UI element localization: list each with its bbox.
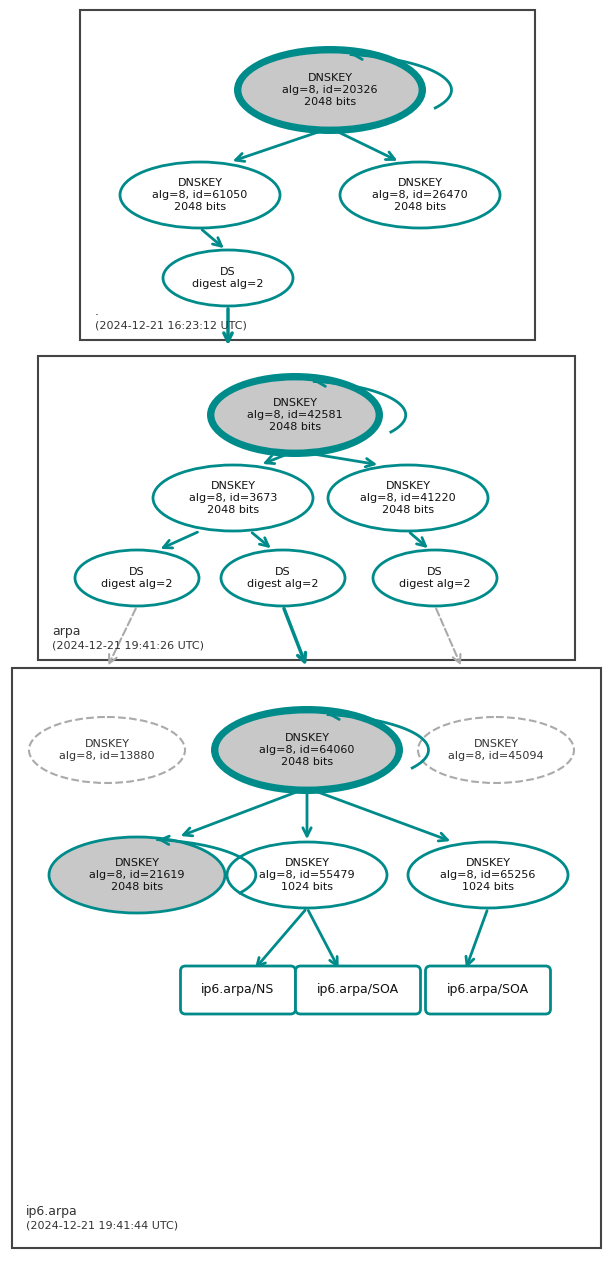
Text: .: . (95, 305, 99, 318)
FancyBboxPatch shape (425, 966, 550, 1013)
Bar (12, 668, 601, 1249)
Text: DNSKEY
alg=8, id=45094: DNSKEY alg=8, id=45094 (448, 739, 544, 760)
Ellipse shape (217, 712, 397, 789)
Ellipse shape (153, 465, 313, 530)
Ellipse shape (240, 52, 420, 128)
Ellipse shape (227, 842, 387, 907)
Ellipse shape (49, 837, 225, 912)
Text: DNSKEY
alg=8, id=65256
1024 bits: DNSKEY alg=8, id=65256 1024 bits (440, 859, 536, 892)
Text: DNSKEY
alg=8, id=41220
2048 bits: DNSKEY alg=8, id=41220 2048 bits (360, 482, 456, 515)
Text: (2024-12-21 19:41:26 UTC): (2024-12-21 19:41:26 UTC) (52, 640, 204, 651)
Text: DNSKEY
alg=8, id=42581
2048 bits: DNSKEY alg=8, id=42581 2048 bits (247, 399, 343, 432)
Text: (2024-12-21 19:41:44 UTC): (2024-12-21 19:41:44 UTC) (26, 1220, 178, 1229)
FancyBboxPatch shape (295, 966, 421, 1013)
Text: DS
digest alg=2: DS digest alg=2 (101, 567, 173, 589)
Bar (80, 10, 535, 340)
Text: DNSKEY
alg=8, id=3673
2048 bits: DNSKEY alg=8, id=3673 2048 bits (189, 482, 277, 515)
Ellipse shape (75, 550, 199, 606)
Ellipse shape (340, 162, 500, 227)
Text: DNSKEY
alg=8, id=55479
1024 bits: DNSKEY alg=8, id=55479 1024 bits (259, 859, 355, 892)
Ellipse shape (120, 162, 280, 227)
Bar (38, 357, 575, 659)
Text: DNSKEY
alg=8, id=64060
2048 bits: DNSKEY alg=8, id=64060 2048 bits (259, 734, 355, 767)
Text: DNSKEY
alg=8, id=61050
2048 bits: DNSKEY alg=8, id=61050 2048 bits (153, 179, 248, 212)
Text: DS
digest alg=2: DS digest alg=2 (247, 567, 319, 589)
Text: ip6.arpa/SOA: ip6.arpa/SOA (317, 984, 399, 997)
Text: ip6.arpa/NS: ip6.arpa/NS (201, 984, 275, 997)
Text: ip6.arpa: ip6.arpa (26, 1205, 78, 1218)
Ellipse shape (163, 250, 293, 305)
Ellipse shape (29, 717, 185, 783)
Ellipse shape (221, 550, 345, 606)
Text: DNSKEY
alg=8, id=20326
2048 bits: DNSKEY alg=8, id=20326 2048 bits (282, 73, 378, 106)
Text: (2024-12-21 16:23:12 UTC): (2024-12-21 16:23:12 UTC) (95, 320, 247, 330)
Ellipse shape (328, 465, 488, 530)
Ellipse shape (207, 373, 383, 458)
Ellipse shape (408, 842, 568, 907)
Ellipse shape (213, 380, 377, 451)
Ellipse shape (211, 705, 403, 794)
FancyBboxPatch shape (180, 966, 295, 1013)
Text: DS
digest alg=2: DS digest alg=2 (192, 267, 264, 289)
Text: ip6.arpa/SOA: ip6.arpa/SOA (447, 984, 529, 997)
Ellipse shape (234, 46, 426, 134)
Ellipse shape (373, 550, 497, 606)
Text: DNSKEY
alg=8, id=13880: DNSKEY alg=8, id=13880 (59, 739, 154, 760)
Ellipse shape (418, 717, 574, 783)
Text: DNSKEY
alg=8, id=21619
2048 bits: DNSKEY alg=8, id=21619 2048 bits (89, 859, 185, 892)
Text: DNSKEY
alg=8, id=26470
2048 bits: DNSKEY alg=8, id=26470 2048 bits (372, 179, 468, 212)
Text: DS
digest alg=2: DS digest alg=2 (399, 567, 471, 589)
Text: arpa: arpa (52, 625, 80, 638)
